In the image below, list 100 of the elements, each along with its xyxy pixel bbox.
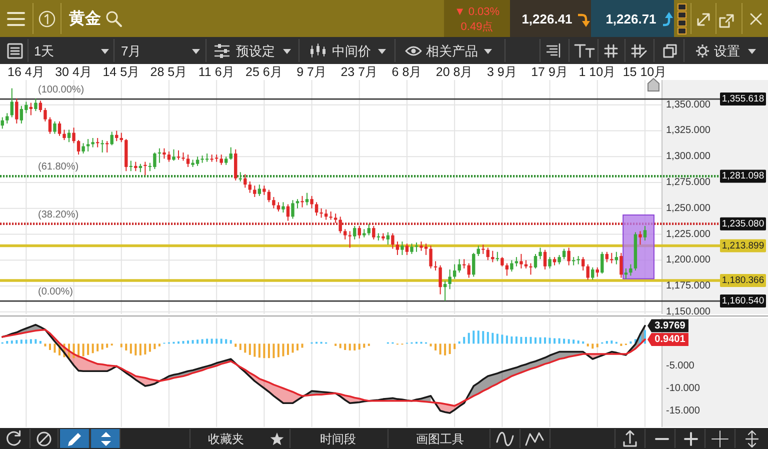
candlestick: [558, 254, 561, 265]
candlestick: [629, 264, 632, 276]
candlestick: [15, 98, 18, 124]
bar: [210, 338, 213, 344]
y-tick-label: 1,275.000: [666, 177, 711, 188]
candlestick: [210, 154, 214, 162]
candlestick: [96, 137, 100, 148]
bar: [301, 344, 304, 348]
bar: [92, 344, 94, 354]
bar: [230, 340, 232, 344]
bar: [25, 340, 28, 344]
x-tick-label: 23 7月: [340, 65, 378, 79]
bar: [125, 344, 128, 350]
bar: [6, 340, 8, 344]
text: 0.49点: [460, 20, 494, 33]
text: 画图工具: [416, 432, 464, 446]
bar: [363, 344, 366, 348]
candlestick: [267, 189, 271, 203]
candlestick: [614, 251, 618, 265]
candlestick: [53, 120, 56, 134]
candlestick: [144, 161, 147, 176]
candlestick: [186, 154, 190, 168]
candlestick: [172, 148, 176, 162]
candlestick: [596, 266, 599, 278]
bar: [296, 344, 298, 350]
bar: [492, 332, 494, 344]
bar: [101, 344, 104, 350]
text: 7月: [121, 44, 142, 58]
bar: [610, 340, 613, 344]
bar: [139, 344, 142, 356]
bar: [206, 338, 208, 344]
bar: [292, 344, 294, 353]
candlestick: [529, 262, 532, 276]
candlestick: [314, 202, 318, 216]
bar: [258, 344, 260, 358]
candlestick: [543, 249, 547, 270]
bar: [244, 344, 246, 353]
bar: [524, 336, 527, 344]
y-tick-label: 1,225.000: [666, 228, 711, 240]
candlestick: [338, 216, 342, 234]
bar: [234, 344, 237, 347]
x-tick-label: 6 8月: [392, 65, 422, 79]
candlestick: [167, 150, 171, 162]
data-label: 0.9401: [654, 334, 686, 345]
candlestick: [76, 140, 80, 156]
bar: [563, 338, 566, 344]
candlestick: [115, 130, 118, 142]
candlestick: [610, 252, 614, 264]
data-label: 3.9769: [654, 320, 686, 332]
candlestick: [505, 262, 509, 276]
bar: [354, 344, 356, 350]
text: 设置: [714, 44, 740, 58]
candlestick: [448, 268, 452, 290]
text: 1,226.41: [522, 12, 572, 26]
candlestick: [643, 225, 647, 241]
bar: [216, 338, 218, 344]
bar: [182, 340, 184, 344]
candlestick: [510, 260, 514, 272]
bar: [16, 340, 18, 344]
candlestick: [582, 256, 585, 272]
bar: [592, 344, 594, 349]
candlestick: [576, 256, 580, 265]
candlestick: [638, 230, 642, 246]
text: 1天: [34, 44, 54, 58]
candlestick: [62, 129, 66, 141]
y-tick-label: 1,150.000: [666, 306, 711, 318]
bar: [444, 344, 446, 356]
candlestick: [48, 116, 52, 134]
x-tick-label: 11 6月: [198, 65, 235, 79]
candlestick: [176, 150, 180, 160]
ref-line-label: 1,355.618: [722, 94, 764, 105]
bar: [239, 344, 242, 350]
candlestick: [386, 232, 390, 246]
y-tick-label: 1,175.000: [666, 280, 711, 292]
bar: [48, 344, 51, 350]
candlestick: [429, 245, 432, 269]
annotation: (0.00%): [38, 286, 74, 298]
candlestick: [572, 256, 576, 266]
bar: [344, 344, 346, 350]
candlestick: [334, 213, 338, 224]
x-tick-label: 14 5月: [102, 65, 140, 79]
bar: [106, 344, 108, 348]
candlestick: [348, 230, 352, 248]
bar: [554, 338, 556, 344]
candlestick: [567, 247, 570, 266]
bar: [272, 344, 275, 358]
bar: [130, 344, 132, 354]
bar: [544, 337, 546, 344]
text: 时间段: [320, 432, 356, 446]
bar: [496, 334, 498, 344]
candlestick: [38, 100, 42, 113]
candlestick: [58, 120, 62, 136]
bar: [144, 344, 146, 354]
x-tick-label: 28 5月: [150, 65, 188, 79]
x-tick-label: 9 7月: [296, 65, 327, 79]
x-tick-label: 30 4月: [55, 65, 92, 79]
bar: [510, 336, 513, 344]
candlestick: [344, 228, 347, 240]
candlestick: [300, 195, 304, 208]
candlestick: [605, 251, 608, 263]
